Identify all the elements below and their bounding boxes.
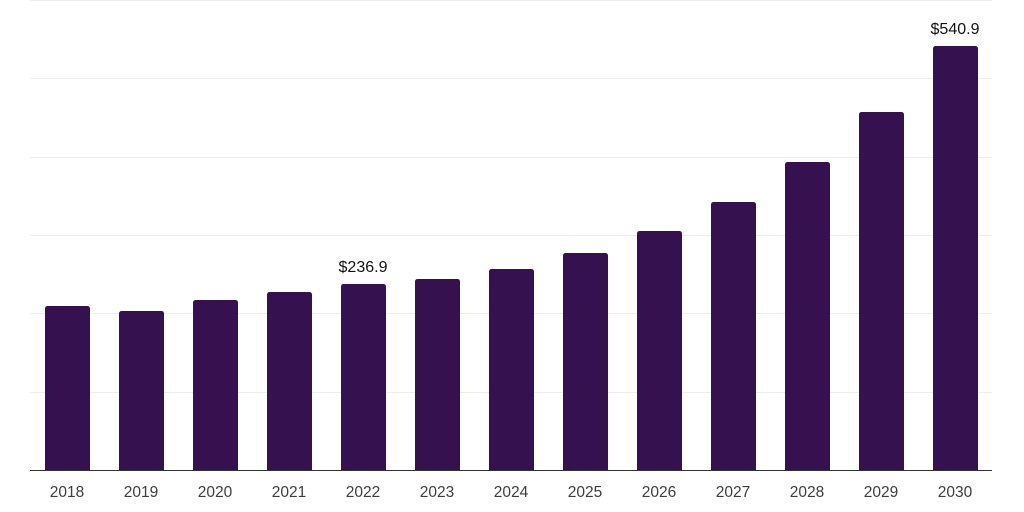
data-label-2030: $540.9 [930,21,980,39]
x-tick-2026: 2026 [641,484,677,501]
bar-slot-2019 [104,0,178,470]
bar-2022 [340,284,386,470]
bar-slot-2028 [770,0,844,470]
gridline-400 [30,156,992,158]
gridline-600 [30,0,992,1]
bar-slot-2029 [844,0,918,470]
x-tick-2025: 2025 [567,484,603,501]
x-tick-2028: 2028 [789,484,825,501]
bar-2030 [932,46,978,470]
bar-slot-2025 [548,0,622,470]
bar-2025 [562,252,608,470]
x-axis-line [30,470,992,471]
bar-slot-2018 [30,0,104,470]
x-tick-2020: 2020 [197,484,233,501]
bar-2020 [192,300,238,470]
bar-2028 [784,162,830,470]
x-tick-2027: 2027 [715,484,751,501]
bar-slot-2024 [474,0,548,470]
x-tick-2021: 2021 [271,484,307,501]
bar-slot-2021 [252,0,326,470]
x-tick-2030: 2030 [937,484,973,501]
plot-area: $236.9 $540.9 [30,0,992,471]
bar-slot-2026 [622,0,696,470]
bar-2018 [44,306,90,470]
x-tick-2029: 2029 [863,484,899,501]
bars-row: $236.9 $540.9 [30,0,992,470]
bar-2024 [488,268,534,470]
bar-2021 [266,291,312,470]
x-tick-2023: 2023 [419,484,455,501]
x-tick-2019: 2019 [123,484,159,501]
bar-2029 [858,112,904,470]
bar-2027 [710,201,756,470]
bar-slot-2030: $540.9 [918,0,992,470]
bar-2023 [414,278,460,470]
bar-2019 [118,310,164,470]
x-tick-2022: 2022 [345,484,381,501]
gridline-300 [30,235,992,236]
x-tick-2024: 2024 [493,484,529,501]
x-tick-2018: 2018 [49,484,85,501]
bar-slot-2022: $236.9 [326,0,400,470]
bar-slot-2027 [696,0,770,470]
data-label-2022: $236.9 [338,259,388,277]
x-axis-tick-labels: 2018 2019 2020 2021 2022 2023 2024 2025 2026 2027… [30,471,992,502]
bar-2026 [636,231,682,470]
bar-slot-2023 [400,0,474,470]
bar-slot-2020 [178,0,252,470]
gridline-500 [30,78,992,80]
